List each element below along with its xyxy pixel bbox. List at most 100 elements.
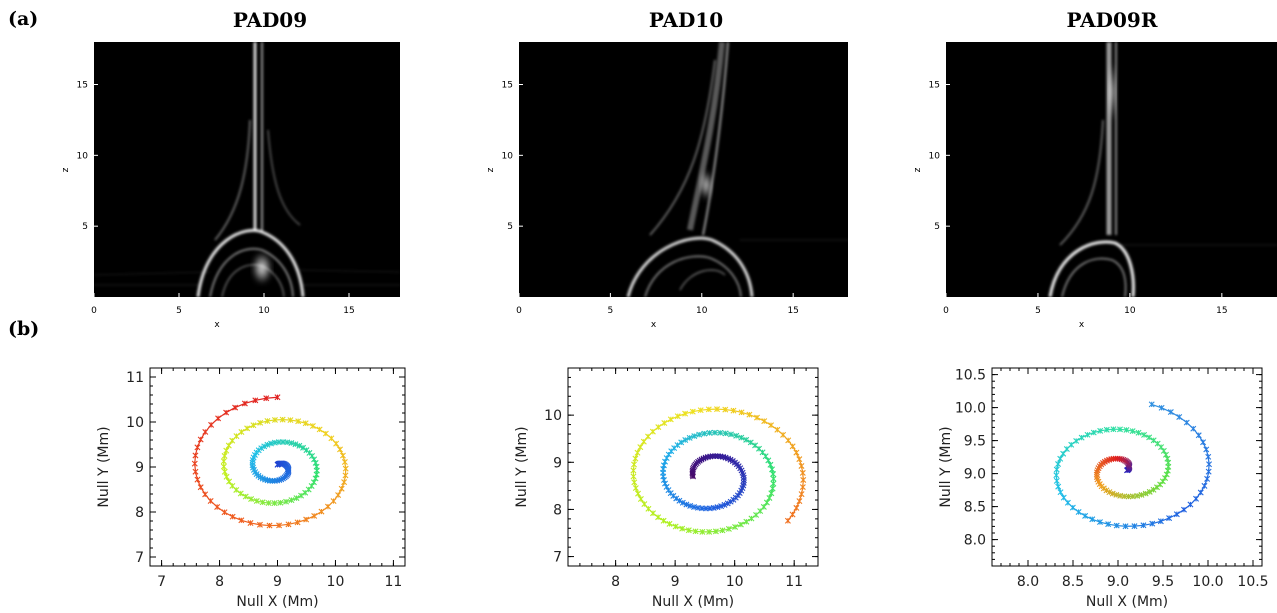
trajectory-point xyxy=(689,408,696,415)
trajectory-segment xyxy=(700,408,709,411)
trajectory-segment xyxy=(1134,524,1144,527)
trajectory-point xyxy=(294,519,301,526)
trajectory-point xyxy=(338,485,345,492)
trajectory-point xyxy=(650,510,657,517)
trajectory-segment xyxy=(1160,517,1170,522)
x-tick-label: 9.5 xyxy=(1152,574,1174,590)
trajectory-segment xyxy=(682,528,689,531)
trajectory-point xyxy=(660,517,667,524)
trajectory-point xyxy=(1197,489,1204,496)
trajectory-point xyxy=(796,498,803,505)
trajectory-point xyxy=(630,467,637,474)
trajectory-point xyxy=(271,416,278,423)
trajectory-point xyxy=(721,501,728,508)
trajectory-segment xyxy=(262,501,269,504)
y-tick-label: 9 xyxy=(135,460,144,476)
trajectory-point xyxy=(1134,492,1141,499)
trajectory-point xyxy=(746,411,753,418)
trajectory-point xyxy=(1078,434,1085,441)
trajectory-point xyxy=(743,518,750,525)
x-axis-label: x xyxy=(1079,320,1085,330)
trajectory-point xyxy=(738,409,745,416)
trajectory-point xyxy=(1205,453,1212,460)
trajectory-plot-2: 8 9 10 11 7 8 9 10 Null X (Mm) Null Y (Mm) xyxy=(514,367,819,610)
trajectory-point xyxy=(718,503,725,510)
x-tick-label: 11 xyxy=(785,574,803,590)
trajectory-segment xyxy=(1161,407,1172,413)
trajectory-point xyxy=(192,452,199,459)
trajectory-segment xyxy=(695,530,703,533)
trajectory-point xyxy=(637,496,644,502)
y-tick-label: 10 xyxy=(929,151,941,161)
trajectory-point xyxy=(737,521,744,528)
y-tick-label: 11 xyxy=(126,370,144,386)
trajectory-point xyxy=(191,460,198,467)
trajectory-point xyxy=(1103,487,1110,494)
trajectory-point xyxy=(279,416,286,423)
image-panel-pad09r xyxy=(946,42,1277,297)
trajectory-point xyxy=(342,465,349,472)
trajectory-point xyxy=(1122,523,1129,530)
trajectory-point xyxy=(1187,501,1194,508)
trajectory-point xyxy=(333,440,340,447)
trajectory-segment xyxy=(279,523,289,527)
trajectory-point xyxy=(194,476,201,483)
trajectory-point xyxy=(295,418,302,425)
y-axis-label: Null Y (Mm) xyxy=(96,426,112,507)
trajectory-point xyxy=(261,443,268,450)
x-tick-label: 5 xyxy=(1035,306,1041,316)
trajectory-point xyxy=(238,517,245,524)
trajectory-point xyxy=(293,495,300,502)
trajectory-point xyxy=(774,426,781,433)
image-panel-pad09 xyxy=(94,42,400,297)
trajectory-point xyxy=(769,466,776,473)
plot-frame xyxy=(567,367,819,567)
trajectory-point xyxy=(640,438,647,445)
trajectory-segment xyxy=(232,516,242,521)
trajectory-point xyxy=(645,433,652,440)
y-axis-label: Null Y (Mm) xyxy=(938,426,954,507)
trajectory-point xyxy=(770,480,777,487)
y-tick-label: 10 xyxy=(544,408,562,424)
trajectory-point xyxy=(1089,516,1096,523)
trajectory-point xyxy=(341,459,348,466)
y-tick-label: 10 xyxy=(502,151,514,161)
trajectory-point xyxy=(1096,519,1103,526)
trajectory-point xyxy=(1203,446,1210,453)
trajectory-point xyxy=(1105,521,1112,528)
trajectory-point xyxy=(761,418,768,425)
trajectory-segment xyxy=(241,519,251,524)
trajectory-point xyxy=(1103,426,1110,433)
trajectory-point xyxy=(634,449,641,456)
trajectory-point xyxy=(679,499,686,506)
trajectory-point xyxy=(655,514,662,521)
trajectory-segment xyxy=(297,518,307,523)
x-tick-label: 0 xyxy=(943,306,949,316)
trajectory-point xyxy=(292,441,299,448)
trajectory-point xyxy=(1146,434,1153,441)
trajectory-segment xyxy=(1126,429,1133,432)
y-tick-label: 9.5 xyxy=(964,434,986,450)
trajectory-point xyxy=(220,463,227,470)
y-tick-label: 9.0 xyxy=(964,467,986,483)
trajectory-point xyxy=(221,452,228,459)
trajectory-point xyxy=(767,461,774,468)
trajectory-point xyxy=(248,496,255,503)
trajectory-segment xyxy=(244,399,256,405)
trajectory-segment xyxy=(290,419,299,422)
row-label-b: (b) xyxy=(8,318,40,340)
y-tick-label: 15 xyxy=(929,81,940,91)
trajectory-point xyxy=(660,462,667,469)
trajectory-point xyxy=(342,472,349,479)
trajectory-segment xyxy=(1099,521,1109,525)
trajectory-point xyxy=(303,516,310,523)
trajectory-point xyxy=(730,496,737,503)
trajectory-point xyxy=(221,509,228,516)
trajectory-point xyxy=(1082,512,1089,519)
trajectory-point xyxy=(701,430,708,437)
trajectory-point xyxy=(202,428,209,435)
trajectory-point xyxy=(789,443,796,450)
trajectory-point xyxy=(768,490,775,497)
trajectory-point xyxy=(1140,522,1147,529)
trajectory-point xyxy=(682,436,689,443)
